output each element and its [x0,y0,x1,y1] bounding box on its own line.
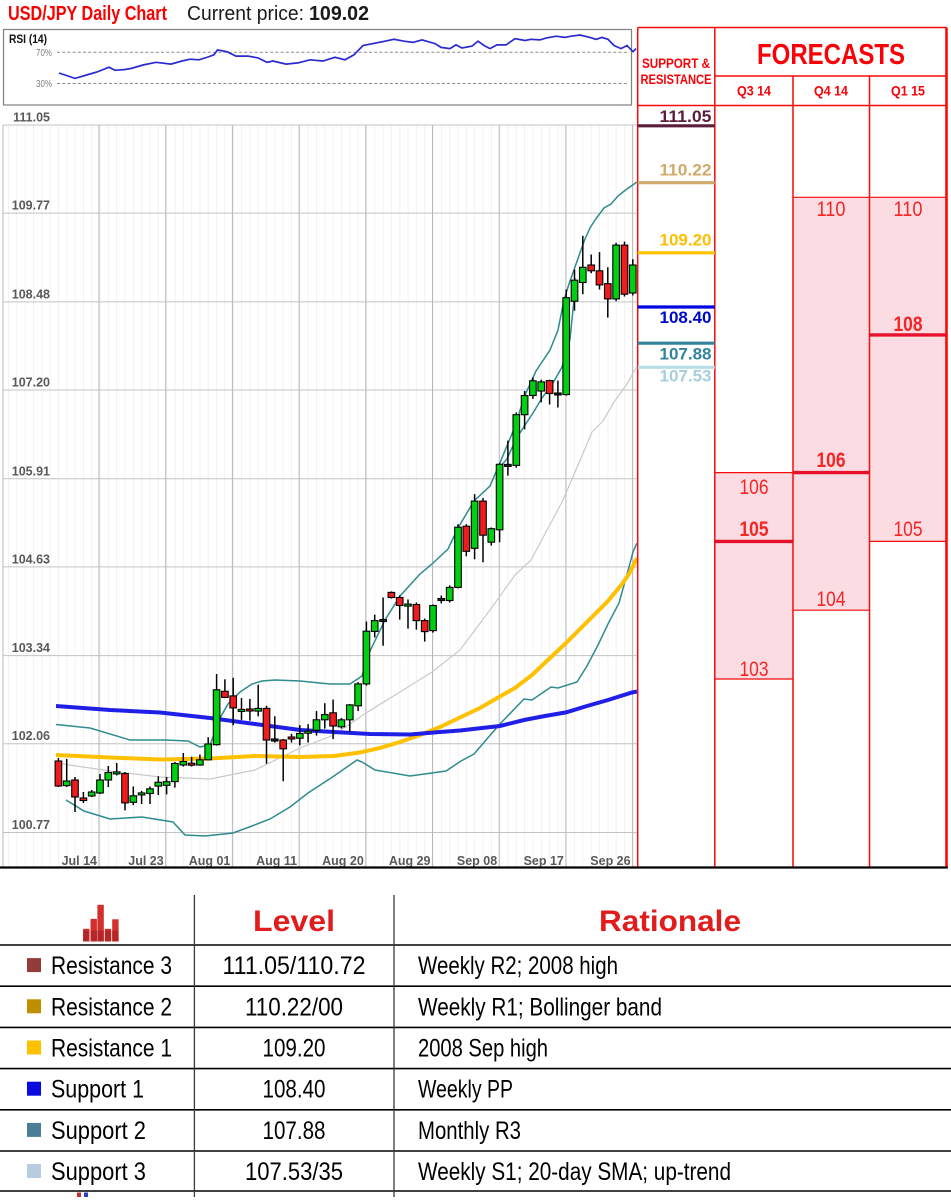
svg-text:103: 103 [740,658,769,681]
svg-text:108.40: 108.40 [263,1076,326,1104]
svg-text:111.05: 111.05 [660,107,712,126]
svg-text:107.53/35: 107.53/35 [245,1158,343,1186]
svg-text:RSI (14): RSI (14) [9,34,47,46]
svg-text:Jul 23: Jul 23 [128,854,163,868]
svg-text:100.77: 100.77 [12,818,50,832]
svg-text:Aug 11: Aug 11 [256,854,297,868]
svg-text:Resistance 1: Resistance 1 [51,1035,172,1063]
svg-text:109.20: 109.20 [263,1035,326,1063]
svg-text:108.48: 108.48 [12,287,50,301]
svg-text:Rationale: Rationale [599,905,741,938]
svg-text:Weekly PP: Weekly PP [418,1076,513,1104]
svg-text:Aug 01: Aug 01 [189,854,231,868]
svg-text:104.63: 104.63 [12,552,50,566]
svg-text:105: 105 [740,518,769,541]
svg-text:2008 Sep high: 2008 Sep high [418,1035,548,1063]
svg-text:108.40: 108.40 [660,308,712,327]
svg-text:105: 105 [894,518,923,541]
svg-text:108: 108 [894,313,923,336]
svg-text:Q1 15: Q1 15 [891,83,925,99]
svg-text:104: 104 [817,588,846,611]
svg-text:Aug 20: Aug 20 [322,854,364,868]
svg-text:Level: Level [253,905,335,938]
svg-text:Q3 14: Q3 14 [737,83,771,99]
svg-text:106: 106 [817,449,846,472]
svg-text:USD/JPY Daily Chart: USD/JPY Daily Chart [8,3,167,25]
svg-text:Weekly R2; 2008 high: Weekly R2; 2008 high [418,952,618,980]
svg-text:Sep 26: Sep 26 [590,854,630,868]
svg-text:111.05/110.72: 111.05/110.72 [223,952,366,980]
svg-text:Weekly S1; 20-day SMA; up-tren: Weekly S1; 20-day SMA; up-trend [418,1158,731,1186]
svg-text:RESISTANCE: RESISTANCE [641,72,712,87]
svg-text:103.34: 103.34 [12,641,50,655]
svg-text:109.77: 109.77 [12,199,50,213]
svg-text:106: 106 [740,476,769,499]
svg-text:Resistance 2: Resistance 2 [51,993,172,1021]
svg-text:107.88: 107.88 [660,345,712,364]
svg-text:Weekly R1; Bollinger band: Weekly R1; Bollinger band [418,993,662,1021]
svg-text:102.06: 102.06 [12,729,50,743]
svg-text:107.88: 107.88 [263,1117,326,1145]
svg-text:Q4 14: Q4 14 [814,83,848,99]
svg-text:111.05: 111.05 [13,111,50,125]
svg-text:Support 3: Support 3 [51,1158,146,1186]
svg-text:107.20: 107.20 [12,376,50,390]
svg-text:109.02: 109.02 [309,3,369,25]
svg-text:Sep 08: Sep 08 [457,854,497,868]
svg-text:Monthly R3: Monthly R3 [418,1117,521,1145]
svg-text:Support 1: Support 1 [51,1076,144,1104]
svg-text:110: 110 [817,198,846,221]
svg-text:105.91: 105.91 [12,464,50,478]
svg-text:107.53: 107.53 [660,367,712,386]
svg-text:70%: 70% [36,48,52,59]
svg-text:110: 110 [894,198,923,221]
svg-text:109.20: 109.20 [660,231,712,250]
svg-text:30%: 30% [36,79,52,90]
svg-text:Sep 17: Sep 17 [524,854,564,868]
svg-text:Aug 29: Aug 29 [389,854,431,868]
svg-text:Jul 14: Jul 14 [62,854,97,868]
svg-text:Support 2: Support 2 [51,1117,146,1145]
svg-text:FORECASTS: FORECASTS [757,39,905,71]
svg-text:Resistance 3: Resistance 3 [51,952,172,980]
svg-text:110.22: 110.22 [660,161,712,180]
svg-text:Current price:: Current price: [187,3,304,25]
svg-text:SUPPORT &: SUPPORT & [642,56,710,71]
svg-text:110.22/00: 110.22/00 [245,993,343,1021]
